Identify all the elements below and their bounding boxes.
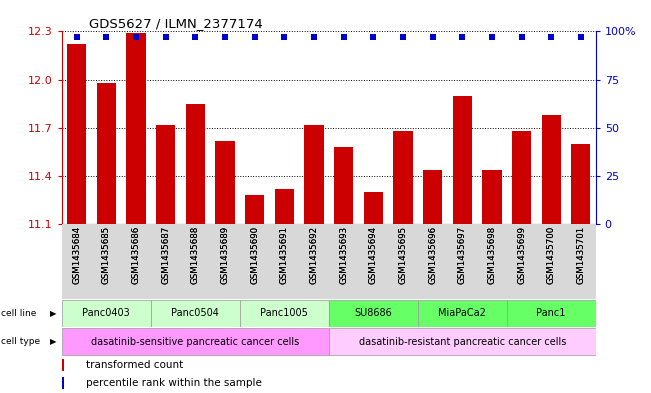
Bar: [329, 299, 418, 327]
Bar: [423, 170, 442, 224]
Text: GSM1435699: GSM1435699: [517, 226, 526, 284]
Text: GDS5627 / ILMN_2377174: GDS5627 / ILMN_2377174: [89, 17, 262, 30]
Bar: [512, 131, 531, 224]
Bar: [215, 141, 234, 224]
Bar: [482, 170, 501, 224]
Text: GSM1435689: GSM1435689: [221, 226, 229, 284]
Bar: [62, 377, 64, 389]
Text: GSM1435696: GSM1435696: [428, 226, 437, 284]
Text: GSM1435693: GSM1435693: [339, 226, 348, 284]
Point: [279, 34, 290, 40]
Text: percentile rank within the sample: percentile rank within the sample: [86, 378, 262, 388]
Bar: [67, 44, 87, 224]
Text: GSM1435690: GSM1435690: [250, 226, 259, 284]
Text: dasatinib-sensitive pancreatic cancer cells: dasatinib-sensitive pancreatic cancer ce…: [91, 336, 299, 347]
Text: GSM1435701: GSM1435701: [576, 226, 585, 284]
Text: GSM1435691: GSM1435691: [280, 226, 289, 284]
Text: GSM1435700: GSM1435700: [547, 226, 556, 284]
Bar: [62, 224, 596, 299]
Text: GSM1435692: GSM1435692: [309, 226, 318, 284]
Point: [160, 34, 171, 40]
Bar: [62, 299, 151, 327]
Text: dasatinib-resistant pancreatic cancer cells: dasatinib-resistant pancreatic cancer ce…: [359, 336, 566, 347]
Bar: [418, 299, 506, 327]
Bar: [542, 115, 561, 224]
Text: GSM1435686: GSM1435686: [132, 226, 141, 284]
Text: GSM1435686: GSM1435686: [132, 226, 141, 284]
Text: GSM1435698: GSM1435698: [488, 226, 496, 284]
Text: GSM1435700: GSM1435700: [547, 226, 556, 284]
Point: [339, 34, 349, 40]
Text: cell type: cell type: [1, 337, 40, 346]
Text: GSM1435684: GSM1435684: [72, 226, 81, 284]
Bar: [334, 147, 353, 224]
Point: [427, 34, 437, 40]
Text: GSM1435688: GSM1435688: [191, 226, 200, 284]
Text: GSM1435697: GSM1435697: [458, 226, 467, 284]
Text: Panc1: Panc1: [536, 308, 566, 318]
Text: GSM1435694: GSM1435694: [368, 226, 378, 284]
Point: [220, 34, 230, 40]
Text: GSM1435695: GSM1435695: [398, 226, 408, 284]
Text: GSM1435693: GSM1435693: [339, 226, 348, 284]
Bar: [151, 299, 240, 327]
Bar: [186, 104, 205, 224]
Text: GSM1435690: GSM1435690: [250, 226, 259, 284]
Text: SU8686: SU8686: [354, 308, 392, 318]
Text: GSM1435684: GSM1435684: [72, 226, 81, 284]
Text: GSM1435692: GSM1435692: [309, 226, 318, 284]
Bar: [156, 125, 175, 224]
Text: GSM1435697: GSM1435697: [458, 226, 467, 284]
Text: GSM1435685: GSM1435685: [102, 226, 111, 284]
Text: ▶: ▶: [50, 337, 57, 346]
Text: GSM1435701: GSM1435701: [576, 226, 585, 284]
Bar: [571, 144, 590, 224]
Text: GSM1435699: GSM1435699: [517, 226, 526, 284]
Text: cell line: cell line: [1, 309, 36, 318]
Point: [190, 34, 201, 40]
Text: GSM1435696: GSM1435696: [428, 226, 437, 284]
Text: Panc0504: Panc0504: [171, 308, 219, 318]
Text: GSM1435685: GSM1435685: [102, 226, 111, 284]
Point: [101, 34, 111, 40]
Bar: [62, 328, 329, 355]
Text: MiaPaCa2: MiaPaCa2: [438, 308, 486, 318]
Bar: [393, 131, 413, 224]
Bar: [97, 83, 116, 224]
Text: GSM1435695: GSM1435695: [398, 226, 408, 284]
Point: [487, 34, 497, 40]
Point: [546, 34, 557, 40]
Text: GSM1435694: GSM1435694: [368, 226, 378, 284]
Bar: [62, 359, 64, 371]
Bar: [506, 299, 596, 327]
Bar: [304, 125, 324, 224]
Bar: [452, 96, 472, 224]
Point: [368, 34, 378, 40]
Point: [516, 34, 527, 40]
Bar: [126, 33, 146, 224]
Bar: [245, 195, 264, 224]
Text: GSM1435689: GSM1435689: [221, 226, 229, 284]
Text: Panc0403: Panc0403: [83, 308, 130, 318]
Text: Panc1005: Panc1005: [260, 308, 308, 318]
Point: [457, 34, 467, 40]
Text: GSM1435688: GSM1435688: [191, 226, 200, 284]
Bar: [275, 189, 294, 224]
Point: [131, 34, 141, 40]
Point: [309, 34, 319, 40]
Point: [249, 34, 260, 40]
Bar: [364, 192, 383, 224]
Point: [575, 34, 586, 40]
Bar: [240, 299, 329, 327]
Text: GSM1435687: GSM1435687: [161, 226, 170, 284]
Point: [72, 34, 82, 40]
Point: [398, 34, 408, 40]
Text: GSM1435691: GSM1435691: [280, 226, 289, 284]
Text: GSM1435698: GSM1435698: [488, 226, 496, 284]
Text: GSM1435687: GSM1435687: [161, 226, 170, 284]
Bar: [329, 328, 596, 355]
Text: ▶: ▶: [50, 309, 57, 318]
Text: transformed count: transformed count: [86, 360, 183, 370]
